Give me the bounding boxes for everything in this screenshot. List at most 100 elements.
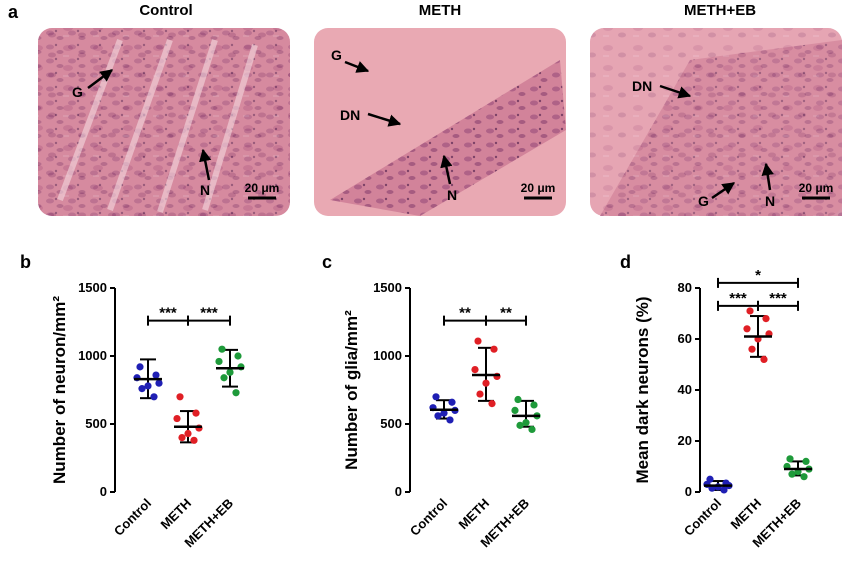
data-point bbox=[176, 393, 184, 401]
category-label-control: Control bbox=[407, 496, 450, 539]
y-tick-label: 1000 bbox=[373, 348, 402, 363]
y-tick-label: 0 bbox=[685, 484, 692, 499]
y-tick-label: 0 bbox=[395, 484, 402, 499]
micrograph-meth: METH G DN N 20 μm bbox=[314, 2, 566, 216]
data-point bbox=[786, 455, 794, 463]
y-tick-label: 40 bbox=[678, 382, 692, 397]
data-point bbox=[788, 470, 796, 478]
label-N: N bbox=[765, 193, 775, 209]
data-point bbox=[215, 357, 223, 366]
category-label-meth: METH bbox=[727, 496, 764, 533]
y-axis-label: Mean dark neurons (%) bbox=[633, 296, 652, 483]
data-point bbox=[488, 400, 496, 408]
significance-label: *** bbox=[159, 305, 177, 322]
panel-letter-d: d bbox=[620, 252, 631, 272]
y-tick-label: 500 bbox=[85, 416, 107, 431]
significance-label: * bbox=[755, 267, 761, 284]
scalebar-label: 20 μm bbox=[799, 181, 834, 195]
data-point bbox=[528, 425, 536, 434]
y-tick-label: 1500 bbox=[373, 280, 402, 295]
data-point bbox=[136, 363, 144, 371]
scalebar-label: 20 μm bbox=[245, 181, 280, 195]
label-G: G bbox=[331, 47, 342, 63]
label-DN: DN bbox=[340, 107, 360, 123]
data-point bbox=[434, 412, 442, 420]
data-point bbox=[748, 345, 756, 353]
y-axis-label: Number of glia/mm² bbox=[342, 310, 361, 470]
data-point bbox=[471, 366, 479, 374]
data-point bbox=[490, 345, 498, 353]
data-point bbox=[192, 409, 200, 417]
panel-letter-c: c bbox=[322, 252, 332, 272]
significance-label: *** bbox=[769, 290, 787, 307]
label-G: G bbox=[72, 84, 83, 100]
data-point bbox=[226, 368, 234, 376]
data-point bbox=[746, 307, 754, 315]
photo-title-meth-eb: METH+EB bbox=[684, 2, 756, 19]
data-point bbox=[232, 389, 240, 397]
data-point bbox=[178, 434, 186, 442]
label-DN: DN bbox=[632, 78, 652, 94]
category-label-meth: METH bbox=[157, 496, 194, 533]
photo-title-control: Control bbox=[139, 2, 192, 19]
arrow bbox=[711, 181, 736, 200]
photo-title-meth: METH bbox=[419, 2, 462, 19]
y-tick-label: 1500 bbox=[78, 280, 107, 295]
arrow bbox=[367, 112, 402, 127]
arrow bbox=[87, 69, 113, 89]
label-N: N bbox=[447, 187, 457, 203]
data-point bbox=[474, 337, 482, 345]
data-point bbox=[476, 390, 484, 398]
data-point bbox=[530, 401, 538, 409]
charts: b 0 500 1000 1500 Number of neuron/mm² Control… bbox=[20, 252, 813, 550]
data-point bbox=[743, 325, 751, 333]
data-point bbox=[720, 486, 728, 494]
category-label-meth: METH bbox=[455, 496, 492, 533]
significance-label: ** bbox=[459, 305, 471, 322]
arrow bbox=[440, 154, 453, 185]
significance-label: *** bbox=[200, 305, 218, 322]
y-axis-label: Number of neuron/mm² bbox=[50, 296, 69, 484]
chart-c: c 0 500 1000 1500 Number of glia/mm² Control ME… bbox=[322, 252, 541, 550]
category-label-control: Control bbox=[681, 496, 724, 539]
data-point bbox=[448, 398, 456, 406]
data-point bbox=[190, 436, 198, 444]
data-point bbox=[173, 414, 181, 423]
data-point bbox=[155, 379, 163, 387]
chart-b: b 0 500 1000 1500 Number of neuron/mm² Control… bbox=[20, 252, 245, 550]
data-point bbox=[522, 419, 530, 427]
data-point bbox=[144, 382, 152, 390]
data-point bbox=[482, 379, 490, 387]
data-point bbox=[511, 406, 519, 414]
significance-label: ** bbox=[500, 305, 512, 322]
y-tick-label: 60 bbox=[678, 331, 692, 346]
data-point bbox=[150, 393, 158, 401]
arrow bbox=[761, 162, 774, 191]
category-label-control: Control bbox=[111, 496, 154, 539]
data-point bbox=[218, 345, 226, 353]
data-point bbox=[446, 416, 454, 424]
data-point bbox=[184, 429, 192, 438]
data-point bbox=[514, 395, 522, 404]
panel-letter-b: b bbox=[20, 252, 31, 272]
data-point bbox=[760, 355, 768, 363]
label-G: G bbox=[698, 193, 709, 209]
micrograph-control: Control G N 20 μm bbox=[38, 2, 290, 216]
label-N: N bbox=[200, 182, 210, 198]
chart-d: d 0 20 40 60 80 Mean dark neurons (%) Control ME… bbox=[620, 252, 813, 550]
significance-label: *** bbox=[729, 290, 747, 307]
data-point bbox=[152, 371, 160, 379]
data-point bbox=[516, 421, 524, 429]
y-tick-label: 1000 bbox=[78, 348, 107, 363]
scalebar-label: 20 μm bbox=[521, 181, 556, 195]
data-point bbox=[220, 374, 228, 382]
data-point bbox=[762, 315, 770, 323]
data-point bbox=[440, 409, 448, 417]
y-tick-label: 0 bbox=[100, 484, 107, 499]
data-point bbox=[234, 352, 242, 360]
data-point bbox=[802, 457, 810, 465]
arrow bbox=[344, 60, 370, 73]
data-point bbox=[432, 393, 440, 401]
y-tick-label: 80 bbox=[678, 280, 692, 295]
